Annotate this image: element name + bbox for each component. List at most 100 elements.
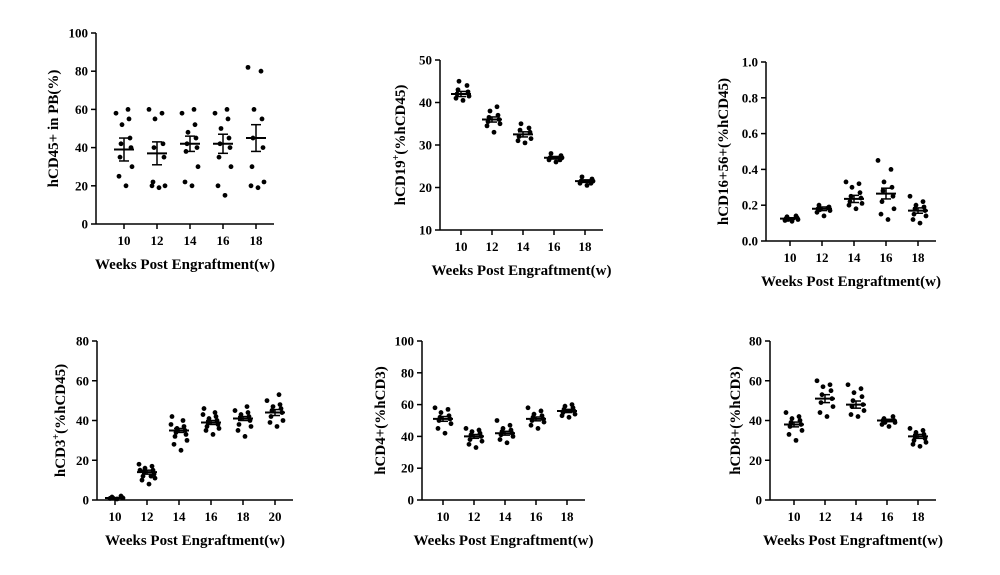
data-point [148,473,154,479]
data-point [117,154,123,160]
data-point [178,447,184,453]
y-axis-title: hCD45+ in PB(%) [46,70,62,188]
x-tick-label: 18 [561,509,575,524]
data-point [116,173,122,179]
data-point [820,384,826,390]
data-point [562,403,568,409]
data-point [201,406,207,411]
data-point [913,202,919,208]
data-point [192,122,198,128]
data-point [152,116,158,122]
data-point [181,424,187,429]
y-axis-title: hCD16+56+(%hCD45) [716,78,732,225]
data-point [579,174,585,180]
x-tick-label: 10 [455,239,468,254]
x-tick-label: 14 [848,250,862,265]
y-tick-label: 40 [749,413,762,428]
data-point [476,427,482,433]
data-point [261,179,267,185]
data-point [245,410,251,415]
data-point [152,475,158,481]
data-point [566,414,572,420]
x-tick-label: 10 [437,509,450,524]
data-point [222,192,228,198]
data-point [224,107,230,112]
data-point [889,184,895,190]
y-tick-label: 60 [75,102,88,117]
data-point [857,190,863,196]
data-point [484,123,490,129]
chart-panel-4: 0 20 40 60 80 10 12 14 16 18 20 Weeks Post Engraftm… [51,334,293,549]
data-point [878,211,884,217]
data-point [548,151,554,156]
data-point [880,188,886,194]
data-point [238,412,244,417]
data-point [553,159,559,165]
data-point [113,110,119,116]
data-point [226,135,232,141]
x-tick-label: 12 [819,509,832,524]
data-point [213,414,219,419]
y-tick-label: 50 [419,53,432,68]
y-tick-label: 30 [419,138,432,153]
data-point [228,164,234,170]
data-point [463,426,469,431]
data-point [793,437,799,443]
data-point [127,135,133,141]
data-point [448,421,454,427]
data-point [515,138,521,144]
y-tick-label: 0 [83,493,90,508]
data-point [920,428,926,433]
data-point [525,405,531,411]
y-tick-label: 40 [401,429,414,444]
data-point [526,125,532,131]
y-tick-label: 60 [749,373,762,388]
y-tick-label: 0 [408,493,415,508]
data-point [923,439,929,445]
data-point [172,434,178,439]
data-point [821,213,827,219]
data-point [875,158,881,163]
data-point [245,64,251,70]
data-point [584,182,590,188]
data-point [149,183,155,189]
data-point [830,404,836,409]
y-tick-label: 100 [395,334,415,349]
x-tick-label: 14 [173,509,187,524]
data-point [824,414,830,419]
data-point [191,107,197,112]
y-tick-label: 0.4 [742,162,759,177]
data-point [151,145,157,151]
y-tick-label: 0 [82,217,89,232]
chart-panel-1: 0 20 40 60 80 100 10 12 14 16 18 Weeks Post Engraft… [46,26,275,274]
data-point [150,179,156,185]
data-point [216,426,222,431]
y-tick-label: 0.2 [742,198,758,213]
y-tick-label: 40 [76,413,89,428]
data-point [212,410,218,415]
data-point [528,136,534,142]
x-axis-title: Weeks Post Engraftment(w) [414,533,594,549]
data-point [531,411,537,417]
y-tick-label: 80 [75,64,88,79]
data-point [159,110,165,116]
data-point [786,432,792,437]
y-axis-title: hCD3+(%hCD45) [51,364,69,477]
x-tick-label: 12 [141,509,154,524]
y-tick-label: 80 [76,334,89,349]
data-point [210,432,216,437]
x-axis-title: Weeks Post Engraftment(w) [763,533,943,549]
data-point [888,167,894,172]
data-point [796,414,802,419]
data-point [843,179,849,185]
data-point [442,430,448,436]
data-point [140,473,146,479]
data-point [267,420,273,425]
data-point [911,211,917,217]
data-point [497,437,503,442]
y-tick-label: 10 [419,223,432,238]
data-point [255,185,261,191]
x-tick-label: 16 [881,509,895,524]
y-tick-label: 100 [69,26,89,41]
data-point [258,68,264,74]
